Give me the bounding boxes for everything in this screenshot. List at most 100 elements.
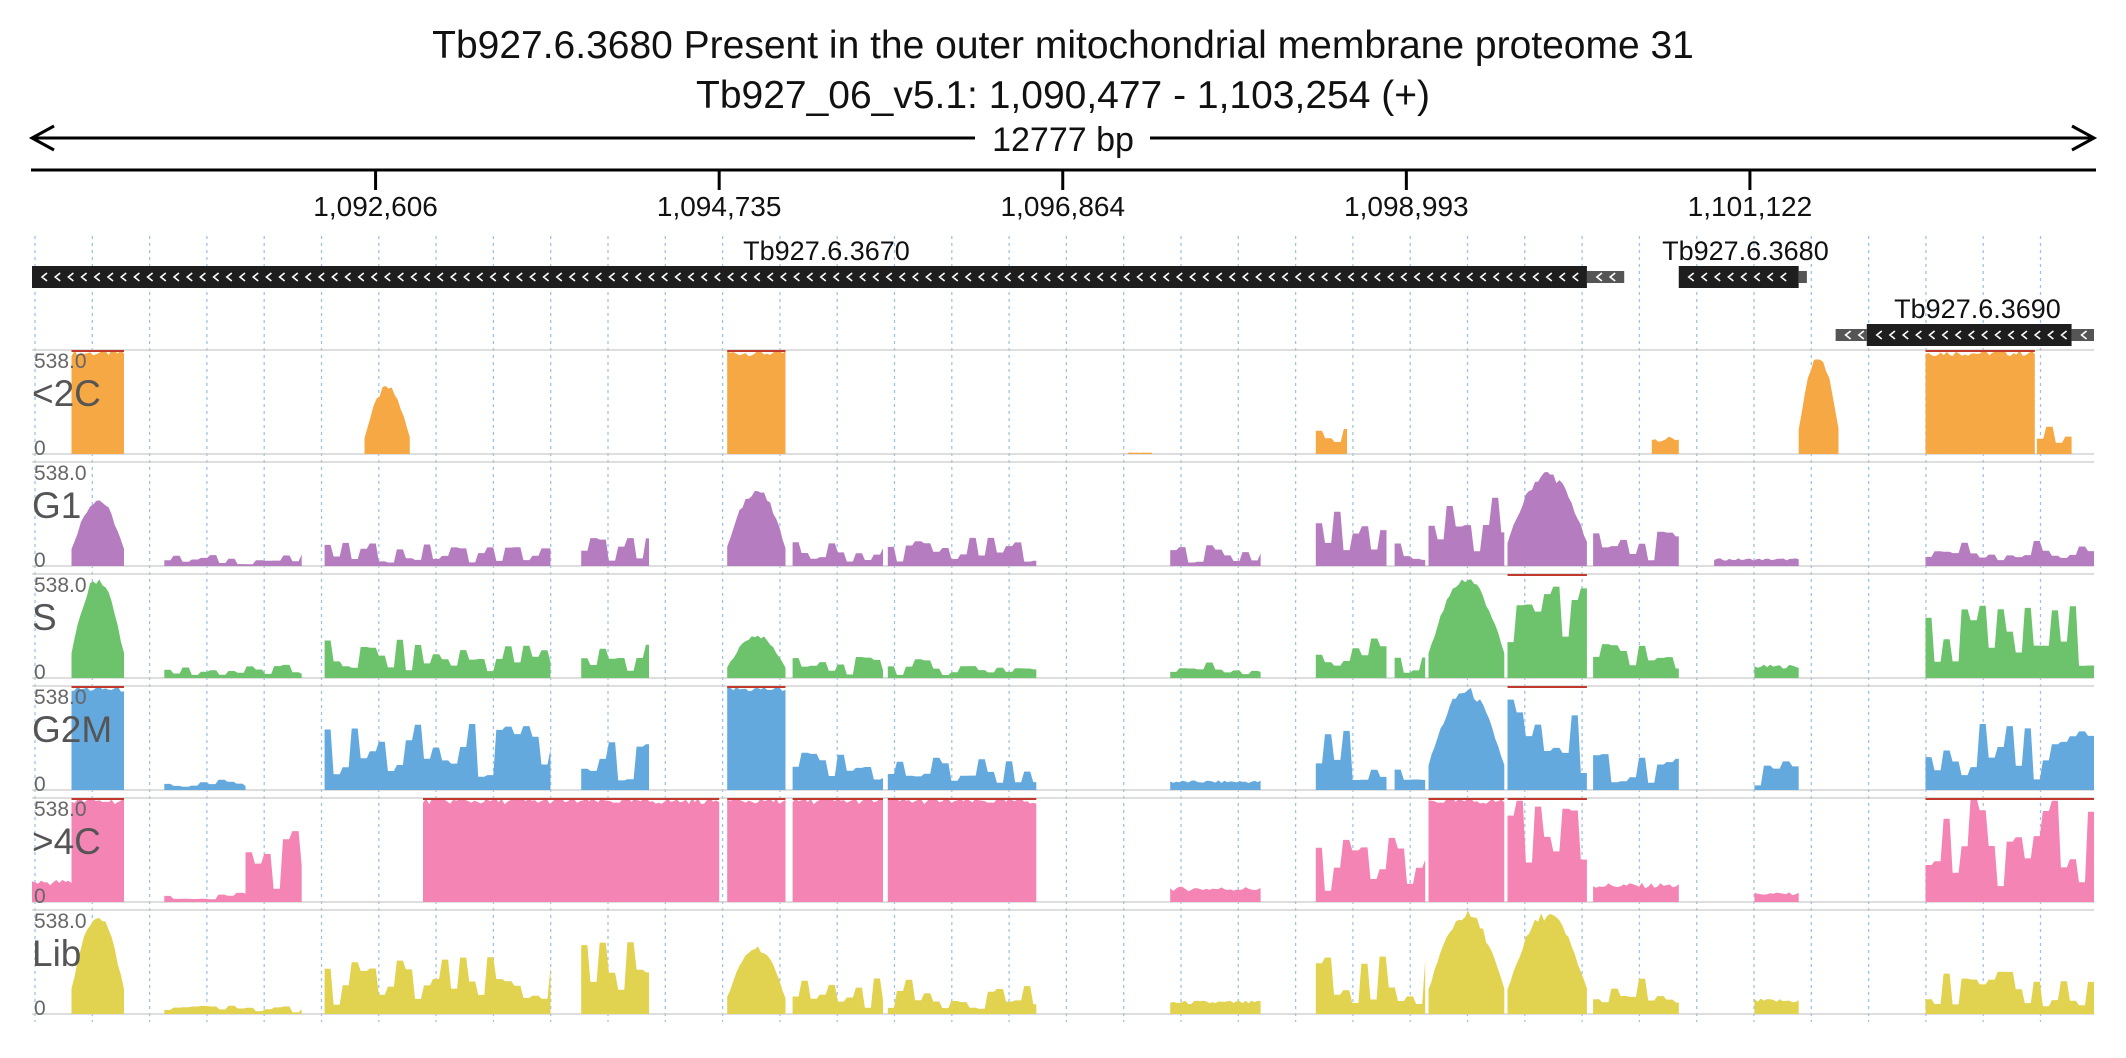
coverage-area	[1170, 1000, 1261, 1014]
coverage-area	[32, 879, 72, 902]
coverage-area	[2036, 426, 2072, 454]
gene-cds	[32, 266, 1587, 288]
coverage-area	[71, 500, 124, 566]
coverage-area	[1593, 754, 1679, 790]
coverage-area	[164, 779, 246, 790]
y-max-label: 538.0	[34, 686, 87, 709]
track-name: G2M	[32, 709, 112, 750]
y-max-label: 538.0	[34, 350, 87, 373]
coverage-area	[792, 798, 883, 902]
coverage-area	[1651, 436, 1679, 454]
gene-label: Tb927.6.3680	[1662, 236, 1829, 266]
ruler-ticks: 1,092,606 1,094,735 1,096,864 1,098,993 1,10…	[313, 170, 1812, 222]
coverage-area	[1170, 662, 1261, 678]
grid-lines	[34, 236, 2042, 1022]
coverage-area	[1754, 761, 1799, 790]
coverage-area	[324, 724, 551, 790]
y-min-label: 0	[34, 773, 46, 796]
ruler-tick-label: 1,092,606	[313, 191, 438, 222]
coverage-area	[1507, 471, 1587, 566]
coverage-area	[1315, 638, 1387, 678]
coverage-area	[324, 957, 551, 1014]
coverage-area	[1394, 543, 1426, 566]
coverage-area	[1798, 359, 1839, 454]
coverage-area	[71, 350, 124, 454]
coverage-area	[581, 942, 649, 1014]
coverage-area	[792, 657, 883, 678]
coverage-area	[1170, 780, 1261, 790]
cds-strand-arrows	[1875, 330, 2068, 340]
coverage-area	[581, 538, 649, 566]
coverage-area	[887, 757, 1037, 790]
coverage-area	[1593, 882, 1679, 902]
y-min-label: 0	[34, 885, 46, 908]
coverage-area	[71, 579, 124, 678]
coverage-area	[1925, 605, 2094, 678]
track-4: 538.0 0 >4C	[32, 797, 2094, 908]
utr-strand-arrows	[1595, 272, 1616, 282]
coverage-tracks: 538.00<2C538.00G1538.00S538.00G2M538.00>…	[32, 349, 2094, 1020]
coverage-area	[1593, 644, 1679, 678]
ruler-tick-label: 1,094,735	[657, 191, 782, 222]
gene-utr	[1586, 271, 1625, 283]
cds-strand-arrows	[40, 272, 1579, 282]
coverage-area	[1394, 657, 1426, 678]
coverage-area	[364, 386, 410, 454]
coverage-area	[71, 686, 124, 790]
coverage-area	[1593, 978, 1679, 1014]
track-name: Lib	[32, 933, 81, 974]
coverage-area	[1593, 531, 1679, 566]
y-min-label: 0	[34, 997, 46, 1020]
coverage-area	[887, 979, 1037, 1014]
y-max-label: 538.0	[34, 574, 87, 597]
track-0: 538.0 0 <2C	[32, 349, 2094, 460]
track-name: S	[32, 597, 57, 638]
coverage-area	[1507, 699, 1587, 790]
cds-strand-arrows	[1687, 272, 1787, 282]
coverage-area	[792, 978, 883, 1014]
gene-utr-left	[1835, 329, 1867, 341]
y-max-label: 538.0	[34, 462, 87, 485]
ruler-tick-label: 1,101,122	[1688, 191, 1813, 222]
track-5: 538.0 0 Lib	[32, 909, 2094, 1020]
coverage-area	[164, 1005, 302, 1014]
coverage-area	[164, 664, 302, 678]
coverage-area	[1428, 497, 1505, 566]
coverage-area	[887, 798, 1037, 902]
gene-track: Tb927.6.3670 Tb927.6.3680 Tb927.6.3690	[32, 236, 2094, 346]
coverage-area	[1315, 429, 1347, 454]
y-min-label: 0	[34, 661, 46, 684]
track-3: 538.0 0 G2M	[32, 685, 2094, 796]
coverage-area	[727, 798, 786, 902]
y-min-label: 0	[34, 549, 46, 572]
coverage-area	[1127, 452, 1153, 454]
coverage-area	[581, 742, 649, 790]
coverage-area	[1315, 511, 1387, 566]
coverage-area	[792, 542, 883, 566]
gene-label: Tb927.6.3670	[743, 236, 910, 266]
coverage-area	[164, 554, 302, 566]
ruler-tick-label: 1,096,864	[1000, 191, 1125, 222]
span-arrow: 12777 bp	[28, 121, 2098, 159]
coverage-area	[1315, 837, 1426, 902]
utr-strand-arrows	[1844, 330, 1865, 340]
coverage-area	[1507, 586, 1587, 678]
coverage-area	[423, 798, 720, 902]
chart-subtitle: Tb927_06_v5.1: 1,090,477 - 1,103,254 (+)	[696, 74, 1430, 117]
utr-strand-arrows	[2080, 330, 2088, 340]
coverage-area	[1925, 798, 2094, 902]
span-arrowhead-right	[2071, 124, 2098, 152]
y-min-label: 0	[34, 437, 46, 460]
coverage-area	[1754, 998, 1799, 1014]
coverage-area	[887, 659, 1037, 678]
coverage-area	[71, 918, 124, 1014]
track-1: 538.0 0 G1	[32, 461, 2094, 572]
track-name: G1	[32, 485, 81, 526]
coverage-area	[1315, 956, 1426, 1014]
coverage-area	[164, 892, 246, 902]
coverage-area	[324, 542, 551, 566]
span-arrowhead-left	[28, 124, 55, 152]
y-max-label: 538.0	[34, 910, 87, 933]
